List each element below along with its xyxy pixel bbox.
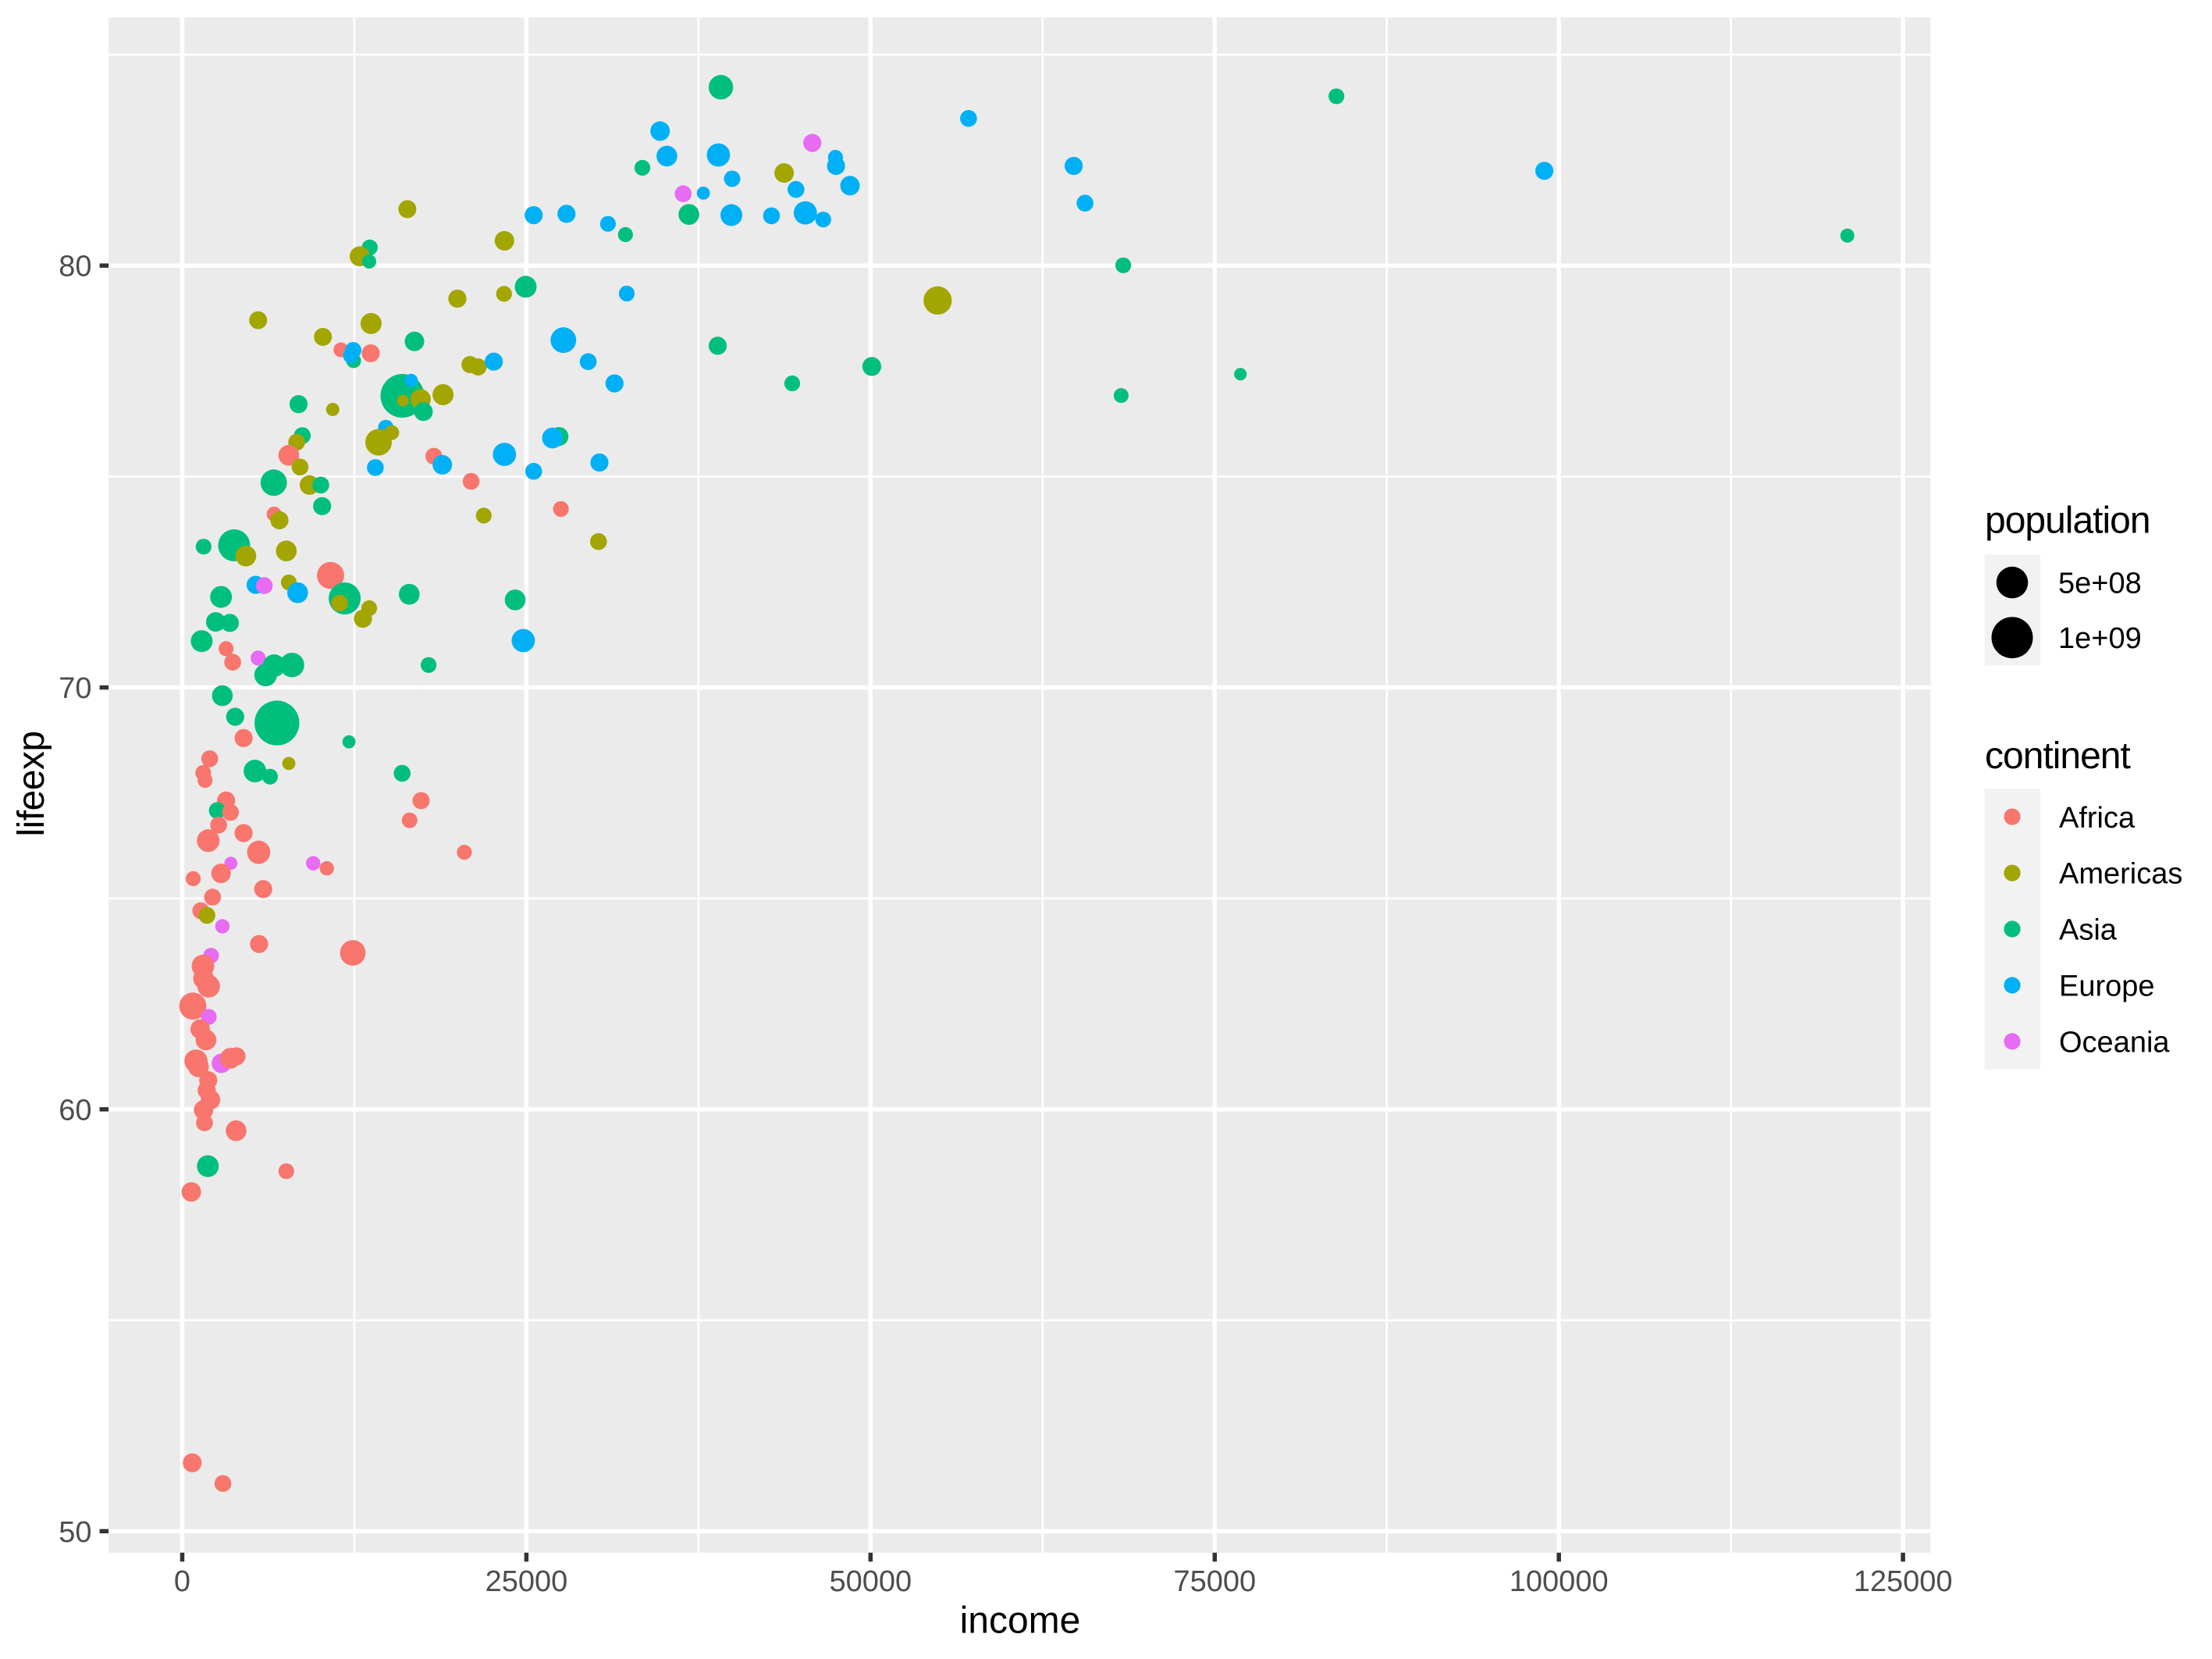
svg-text:50: 50 bbox=[59, 1516, 91, 1549]
svg-text:50000: 50000 bbox=[829, 1565, 912, 1598]
svg-text:lifeexp: lifeexp bbox=[11, 731, 52, 836]
svg-text:continent: continent bbox=[1985, 735, 2130, 777]
svg-text:1e+09: 1e+09 bbox=[2058, 622, 2142, 655]
svg-text:income: income bbox=[960, 1600, 1081, 1642]
svg-text:60: 60 bbox=[59, 1094, 91, 1127]
svg-text:70: 70 bbox=[59, 672, 91, 705]
svg-text:25000: 25000 bbox=[485, 1565, 568, 1598]
svg-text:Europe: Europe bbox=[2059, 970, 2155, 1003]
svg-text:5e+08: 5e+08 bbox=[2058, 568, 2142, 600]
svg-text:Africa: Africa bbox=[2059, 802, 2136, 835]
svg-text:75000: 75000 bbox=[1173, 1565, 1256, 1598]
svg-text:Asia: Asia bbox=[2059, 914, 2118, 947]
svg-text:80: 80 bbox=[59, 251, 91, 283]
svg-text:100000: 100000 bbox=[1510, 1565, 1609, 1598]
svg-text:0: 0 bbox=[174, 1565, 190, 1598]
svg-text:125000: 125000 bbox=[1854, 1565, 1953, 1598]
svg-text:population: population bbox=[1985, 500, 2150, 542]
svg-text:Americas: Americas bbox=[2059, 858, 2182, 891]
svg-text:Oceania: Oceania bbox=[2059, 1026, 2170, 1059]
